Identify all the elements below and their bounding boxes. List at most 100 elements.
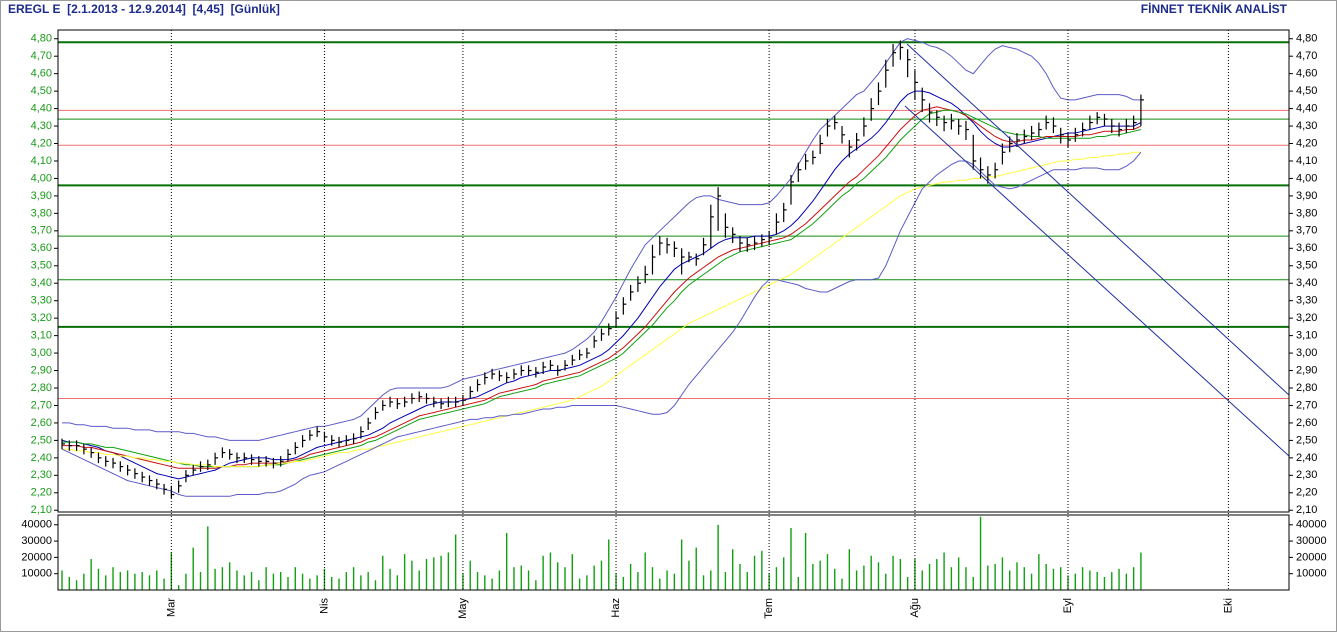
volume-bar [214, 568, 216, 590]
y-tick-label: 30000 [21, 535, 52, 547]
volume-bar [600, 560, 603, 590]
volume-bar [382, 555, 384, 590]
volume-bar [542, 555, 544, 590]
volume-bar [338, 578, 340, 590]
y-tick-label: 3,80 [1296, 207, 1317, 219]
volume-bar [557, 562, 559, 590]
volume-bar [863, 565, 865, 590]
y-tick-label: 3,60 [1296, 242, 1317, 254]
volume-bar [724, 572, 727, 590]
volume-frame [57, 514, 1290, 591]
y-tick-label: 3,30 [1296, 295, 1317, 307]
volume-bar [484, 575, 486, 590]
y-tick-label: 3,00 [31, 347, 52, 359]
volume-bar [790, 528, 792, 590]
y-tick-label: 4,50 [31, 85, 52, 97]
volume-bar [192, 547, 194, 590]
volume-bar [870, 555, 872, 590]
volume-bar [250, 572, 253, 590]
volume-bar [476, 572, 479, 590]
volume-bar [61, 570, 63, 590]
volume-bar [1074, 573, 1077, 590]
volume-bar [1089, 570, 1091, 590]
volume-bar [68, 576, 70, 590]
volume-bar [491, 578, 493, 590]
volume-bar [564, 567, 566, 590]
volume-bar [688, 560, 690, 590]
volume-bar [783, 557, 785, 590]
chart-title: EREGL E [2.1.2013 - 12.9.2014] [4,45] [G… [8, 2, 280, 16]
volume-bar [717, 524, 719, 590]
volume-bar [629, 563, 632, 590]
volume-bar [97, 568, 100, 590]
y-tick-label: 4,40 [31, 102, 52, 114]
y-tick-label: 3,40 [1296, 277, 1317, 289]
y-tick-label: 4,70 [1296, 50, 1317, 62]
volume-bar [1081, 567, 1084, 590]
volume-bar [403, 554, 406, 590]
price-frame [57, 29, 1290, 513]
volume-bar [527, 570, 530, 590]
volume-bar [228, 562, 231, 590]
x-tick-label: Haz [610, 598, 622, 618]
volume-bar [272, 573, 275, 590]
volume-bar [454, 534, 457, 590]
volume-bar [1111, 572, 1113, 590]
volume-panel [61, 516, 1142, 590]
volume-bar [345, 572, 348, 590]
volume-bar [972, 576, 974, 590]
volume-bar [75, 580, 78, 590]
ma-line [61, 90, 1142, 480]
ma-line [62, 38, 1141, 441]
volume-bar [586, 575, 588, 590]
volume-bar [841, 578, 843, 590]
volume-bar [804, 532, 807, 590]
y-tick-label: 2,10 [31, 504, 52, 516]
y-tick-label: 3,60 [31, 242, 52, 254]
y-tick-label: 2,40 [1296, 452, 1317, 464]
volume-bar [593, 565, 595, 590]
y-tick-label: 4,80 [1296, 33, 1317, 45]
y-tick-label: 4,30 [31, 120, 52, 132]
volume-bar [185, 573, 187, 590]
y-tick-label: 4,70 [31, 50, 52, 62]
volume-bar [126, 570, 129, 590]
volume-bar [141, 572, 143, 590]
axes: Mar Nis May Haz Tem Ağu Eyl Eki 2,10 2,10 2,20 2,20… [21, 30, 1327, 619]
volume-bar [571, 554, 573, 590]
ma-line [61, 151, 1142, 497]
volume-bar [156, 570, 158, 590]
volume-bar [775, 567, 778, 590]
y-tick-label: 2,70 [31, 399, 52, 411]
y-tick-label: 2,70 [1296, 399, 1317, 411]
y-tick-label: 4,10 [1296, 155, 1317, 167]
volume-bar [615, 573, 617, 590]
volume-bar [411, 560, 413, 590]
volume-bar [1060, 567, 1062, 590]
y-tick-label: 4,60 [1296, 68, 1317, 80]
volume-bar [892, 555, 894, 590]
volume-bar [1030, 573, 1033, 590]
y-tick-label: 3,70 [31, 225, 52, 237]
volume-bar [936, 559, 938, 590]
volume-bar [1009, 570, 1011, 590]
volume-bar [1045, 563, 1047, 590]
y-tick-label: 2,40 [31, 452, 52, 464]
y-tick-label: 2,80 [31, 382, 52, 394]
volume-bar [768, 573, 770, 590]
volume-bar [899, 559, 902, 590]
volume-bar [280, 572, 282, 590]
volume-bar [855, 570, 858, 590]
volume-bar [316, 575, 318, 590]
x-tick-label: Tem [763, 598, 775, 619]
y-tick-label: 20000 [1296, 551, 1327, 563]
volume-bar [331, 576, 333, 590]
volume-bar [148, 575, 151, 590]
trend-line [906, 43, 1289, 396]
volume-bar [644, 552, 646, 590]
volume-bar [812, 563, 814, 590]
volume-bar [1038, 554, 1040, 590]
y-tick-label: 3,00 [1296, 347, 1317, 359]
